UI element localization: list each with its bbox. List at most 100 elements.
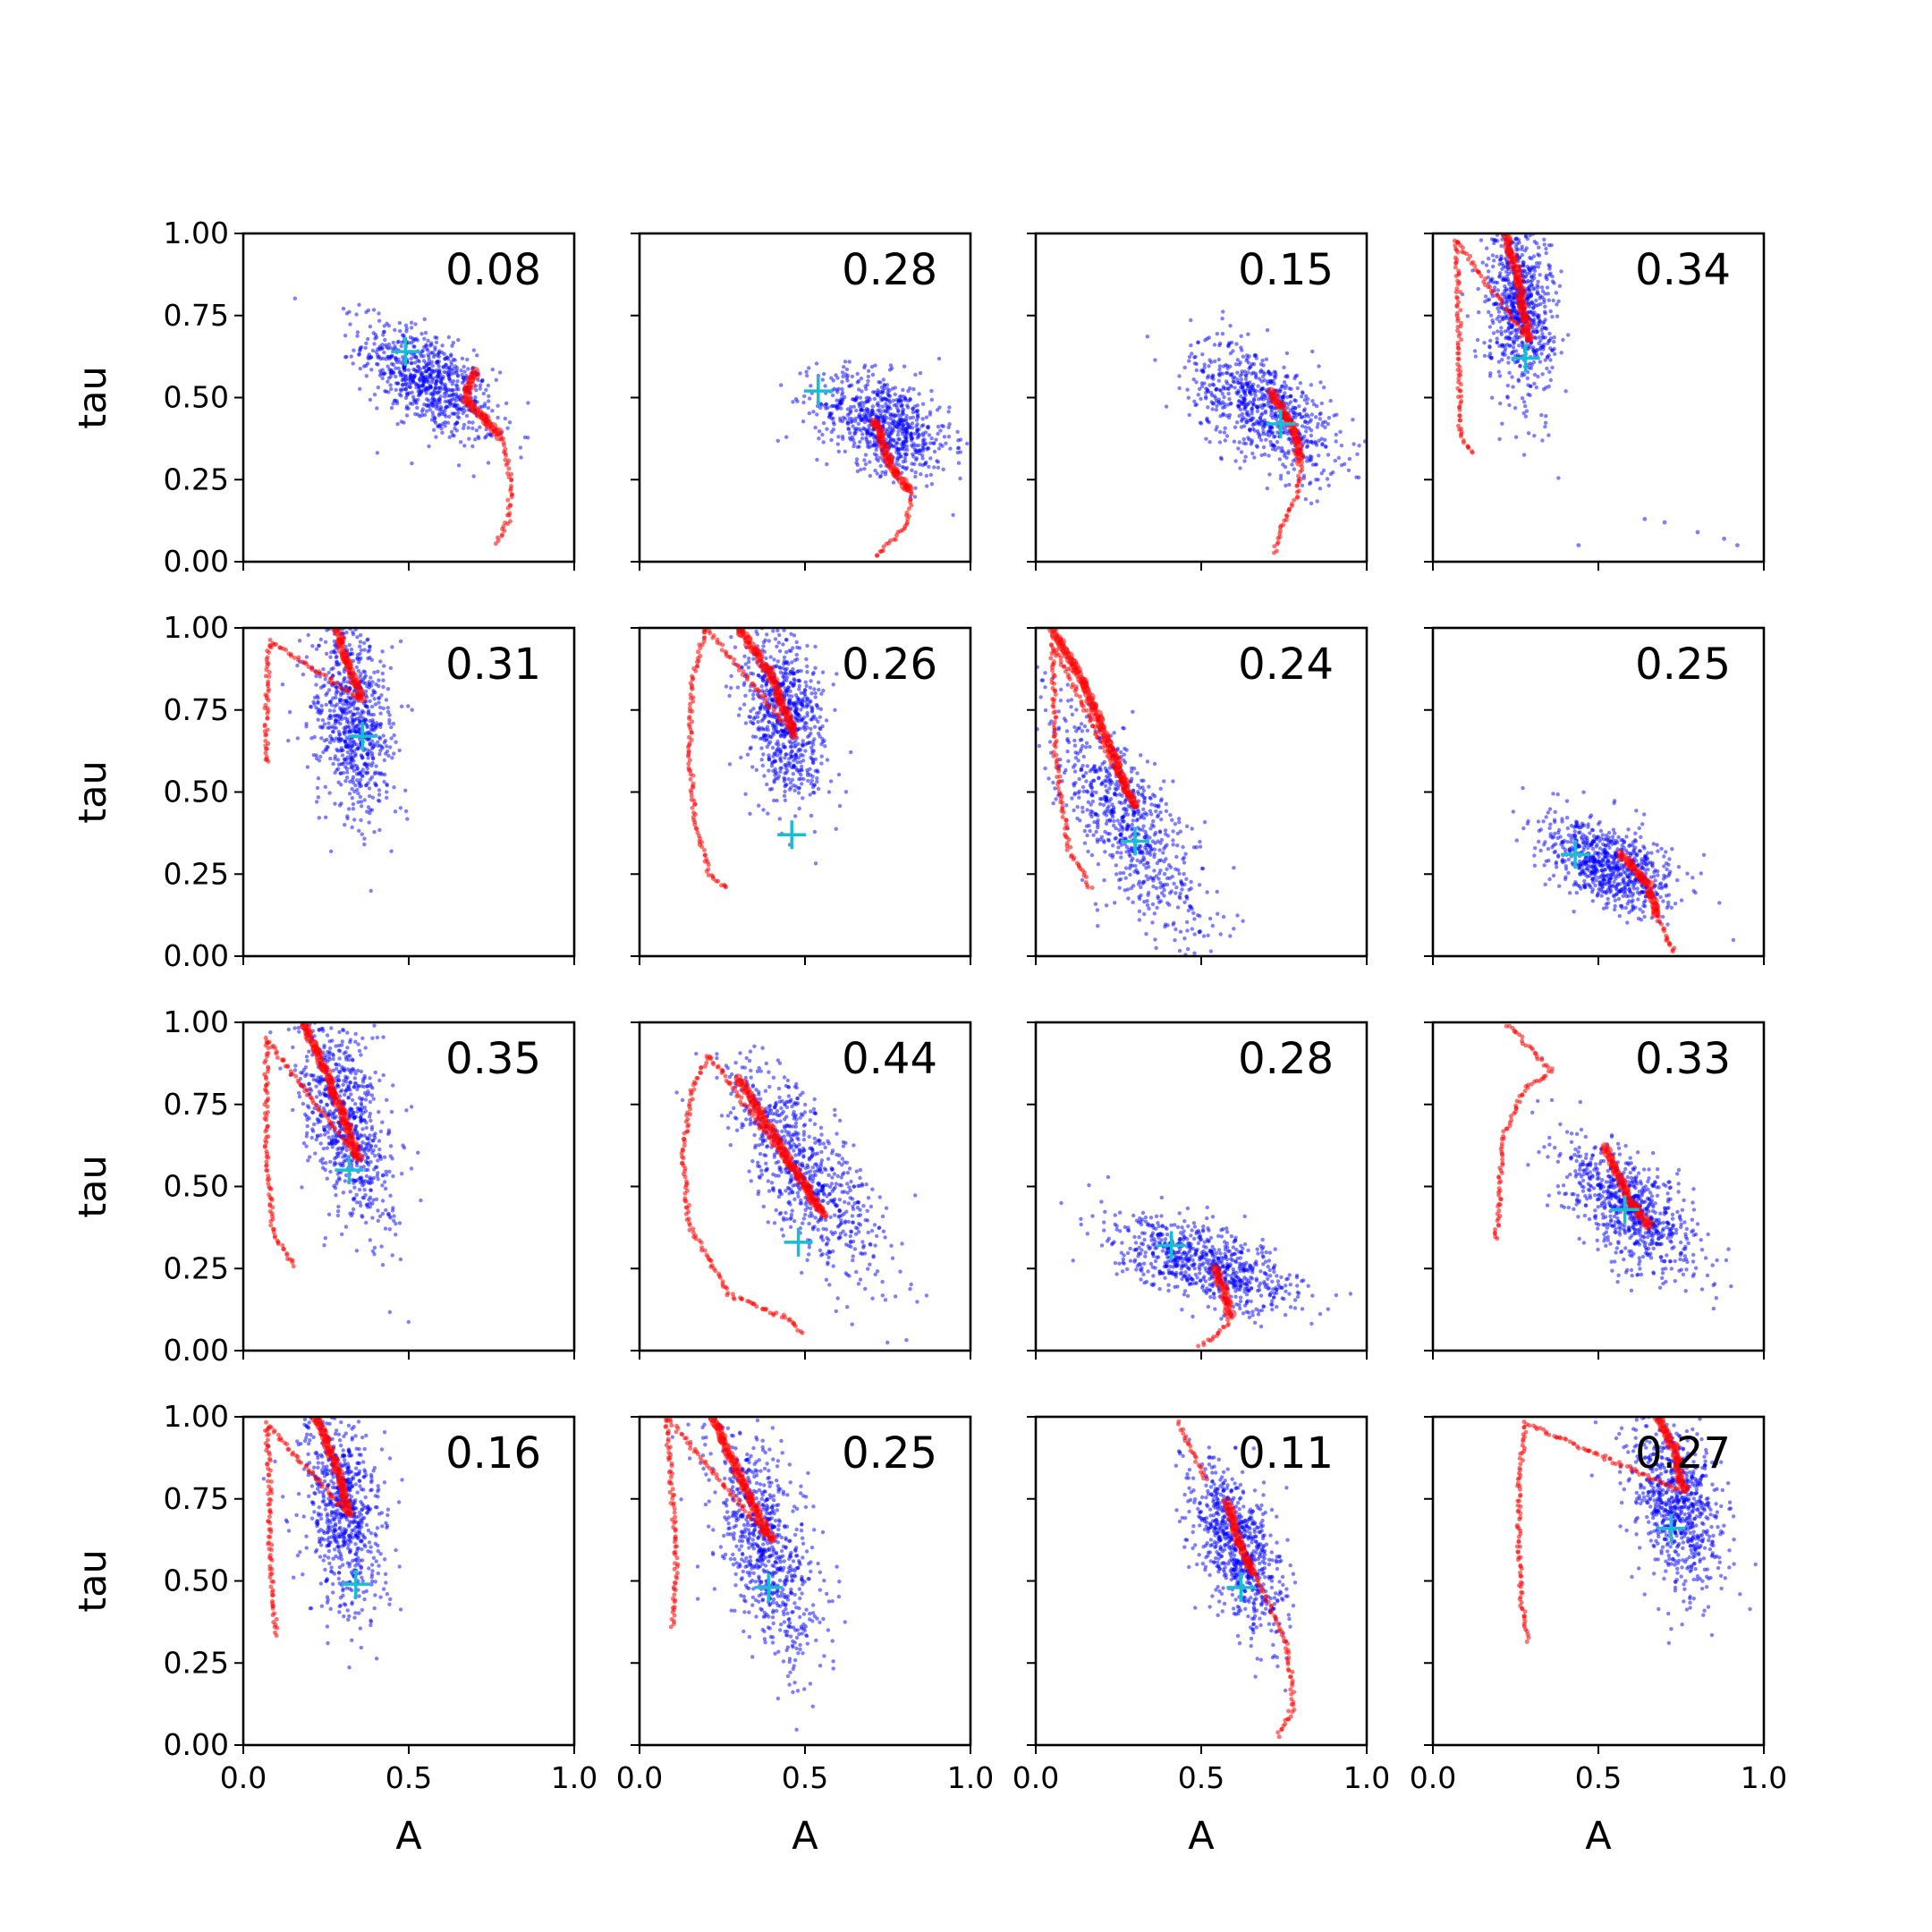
sample-point	[1251, 388, 1257, 393]
sample-point	[470, 420, 475, 425]
sample-point	[413, 360, 418, 365]
sample-point	[756, 719, 760, 724]
sample-point	[862, 458, 867, 462]
sample-point	[830, 393, 835, 398]
sample-point	[1506, 355, 1511, 360]
trajectory-point	[334, 681, 339, 686]
sample-point	[1250, 440, 1254, 445]
sample-point	[1238, 466, 1242, 470]
sample-point	[796, 791, 801, 795]
sample-point	[1202, 362, 1207, 367]
sample-point	[1217, 440, 1223, 445]
sample-point	[1300, 424, 1305, 428]
sample-point	[1334, 439, 1338, 444]
sample-point	[792, 671, 797, 676]
sample-point	[364, 689, 369, 693]
sample-point	[316, 717, 320, 722]
sample-point	[375, 406, 379, 411]
sample-point	[913, 457, 919, 462]
sample-point	[369, 712, 374, 717]
sample-point	[1326, 483, 1331, 487]
sample-point	[1299, 394, 1304, 399]
sample-point	[1309, 439, 1314, 445]
sample-point	[743, 693, 748, 698]
sample-point	[1286, 402, 1291, 407]
sample-point	[893, 386, 897, 390]
sample-point	[1216, 378, 1222, 383]
sample-point	[810, 740, 815, 744]
sample-point	[380, 649, 385, 654]
sample-point	[1225, 363, 1230, 369]
sample-point	[797, 646, 802, 650]
sample-point	[870, 372, 876, 377]
sample-point	[1531, 360, 1537, 365]
sample-point	[345, 770, 350, 775]
sample-point	[1196, 340, 1200, 345]
sample-point	[909, 438, 914, 443]
sample-point	[914, 424, 919, 428]
sample-point	[1215, 386, 1219, 391]
sample-point	[331, 761, 335, 767]
sample-point	[736, 713, 741, 717]
sample-point	[761, 808, 766, 812]
sample-point	[754, 767, 758, 772]
sample-point	[792, 682, 796, 687]
sample-point	[1298, 381, 1303, 386]
sample-point	[859, 467, 863, 472]
sample-point	[426, 338, 430, 343]
sample-point	[826, 790, 832, 794]
sample-point	[1286, 451, 1291, 456]
trajectory-point	[1272, 550, 1276, 555]
sample-point	[912, 404, 917, 409]
sample-point	[799, 773, 803, 777]
sample-point	[1300, 483, 1305, 487]
sample-point	[897, 437, 902, 442]
sample-point	[436, 390, 441, 394]
sample-point	[1561, 337, 1565, 343]
sample-point	[1318, 417, 1323, 421]
sample-point	[489, 434, 494, 438]
sample-point	[805, 670, 809, 674]
sample-point	[775, 730, 780, 734]
sample-point	[1243, 441, 1249, 446]
sample-point	[800, 768, 804, 773]
sample-point	[1224, 434, 1230, 438]
sample-point	[1318, 412, 1322, 417]
sample-point	[1338, 429, 1343, 434]
sample-point	[760, 763, 765, 768]
sample-point	[796, 786, 801, 791]
sample-point	[1521, 263, 1525, 267]
sample-point	[761, 644, 766, 648]
sample-point	[1545, 285, 1550, 290]
sample-point	[420, 370, 425, 376]
sample-point	[366, 805, 371, 809]
sample-point	[446, 374, 452, 378]
trajectory-point	[906, 506, 911, 512]
sample-point	[799, 752, 803, 758]
sample-point	[784, 675, 790, 680]
trajectory-point	[321, 672, 326, 677]
sample-point	[388, 374, 394, 379]
sample-point	[394, 374, 398, 379]
sample-point	[507, 420, 513, 425]
trajectory-point	[300, 659, 305, 665]
sample-point	[427, 354, 431, 360]
sample-point	[784, 783, 788, 787]
sample-point	[447, 368, 452, 372]
sample-point	[929, 397, 935, 402]
sample-point	[1499, 329, 1504, 335]
sample-point	[924, 415, 929, 419]
sample-point	[1292, 413, 1296, 418]
sample-point	[314, 800, 319, 804]
sample-point	[881, 420, 886, 426]
sample-point	[526, 401, 530, 405]
sample-point	[357, 745, 362, 750]
sample-point	[437, 423, 442, 428]
sample-point	[860, 389, 864, 394]
sample-point	[344, 775, 350, 780]
sample-point	[1273, 434, 1277, 439]
sample-point	[305, 765, 310, 769]
sample-point	[1535, 348, 1539, 352]
sample-point	[843, 790, 849, 794]
sample-point	[332, 708, 336, 713]
